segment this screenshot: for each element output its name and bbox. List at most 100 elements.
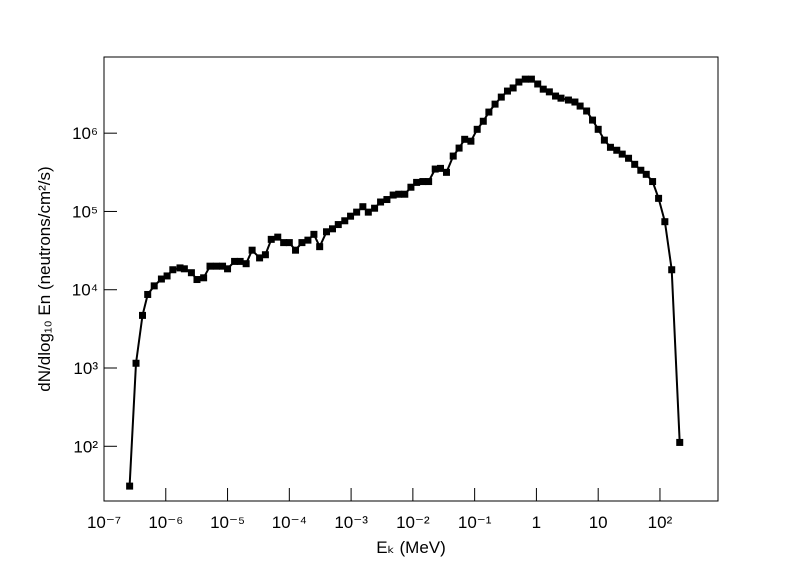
x-tick-label: 10⁻⁷ — [87, 513, 121, 532]
data-point — [625, 154, 633, 162]
data-point — [655, 194, 663, 202]
data-point — [236, 257, 244, 265]
data-point — [328, 225, 336, 233]
x-tick-label: 10⁻² — [396, 513, 430, 532]
data-point — [455, 144, 463, 152]
data-point — [261, 251, 269, 259]
data-point — [310, 230, 318, 238]
data-point — [425, 178, 433, 186]
data-point — [600, 136, 608, 144]
y-tick-label: 10³ — [73, 359, 98, 378]
data-point — [515, 78, 523, 86]
data-point — [661, 218, 669, 226]
data-point — [491, 100, 499, 108]
data-point — [589, 116, 597, 124]
x-tick-label: 10 — [589, 513, 608, 532]
data-point — [613, 146, 621, 154]
data-point — [144, 290, 152, 298]
data-point — [139, 311, 147, 319]
data-point — [545, 88, 553, 96]
data-point — [132, 359, 140, 367]
data-point — [323, 228, 331, 236]
x-axis-label: Eₖ (MeV) — [376, 538, 446, 557]
x-tick-label: 10⁻⁴ — [272, 513, 307, 532]
data-point — [442, 168, 450, 176]
data-point — [461, 135, 469, 143]
data-point — [187, 269, 195, 277]
data-point — [157, 275, 165, 283]
data-point — [631, 160, 639, 168]
plot-frame — [103, 56, 719, 502]
data-point — [280, 239, 288, 247]
data-line — [128, 78, 681, 487]
data-point — [534, 80, 542, 88]
x-tick-label: 10² — [648, 513, 673, 532]
data-point — [389, 191, 397, 199]
data-point — [571, 98, 579, 106]
data-point — [583, 107, 591, 115]
data-point — [407, 183, 415, 191]
data-point — [618, 150, 626, 158]
data-point — [334, 221, 342, 229]
data-point — [473, 125, 481, 133]
plot-area — [126, 75, 684, 490]
data-point — [503, 87, 511, 95]
data-point — [521, 75, 529, 83]
data-point — [576, 102, 584, 110]
data-point — [347, 212, 355, 220]
data-point — [285, 239, 293, 247]
data-point — [212, 262, 220, 270]
data-point — [371, 204, 379, 212]
data-point — [274, 233, 282, 241]
data-point — [594, 125, 602, 133]
y-axis-label: dN/dlog₁₀ En (neutrons/cm²/s) — [35, 166, 54, 391]
data-point — [193, 276, 201, 284]
data-point — [377, 198, 385, 206]
data-point — [316, 243, 324, 251]
data-point — [292, 246, 300, 254]
data-point — [479, 117, 487, 125]
data-point — [341, 217, 349, 225]
data-point — [637, 166, 645, 174]
data-point — [413, 178, 421, 186]
data-point — [267, 235, 275, 243]
y-tick-label: 10⁴ — [72, 281, 98, 300]
data-point — [552, 92, 560, 100]
data-point — [200, 274, 208, 282]
y-tick-label: 10⁶ — [72, 124, 98, 143]
data-point — [449, 152, 457, 160]
data-point — [485, 108, 493, 116]
data-point — [431, 165, 439, 173]
data-point — [539, 85, 547, 93]
data-point — [436, 164, 444, 172]
data-point — [206, 262, 214, 270]
data-point — [557, 94, 565, 102]
data-point — [395, 190, 403, 198]
data-point — [676, 438, 684, 446]
data-point — [401, 190, 409, 198]
data-point — [606, 143, 614, 151]
data-point — [150, 282, 158, 290]
data-point — [176, 264, 184, 272]
data-point — [364, 208, 372, 216]
x-tick-label: 10⁻³ — [334, 513, 368, 532]
data-point — [224, 265, 232, 273]
data-point — [304, 236, 312, 244]
data-point — [509, 84, 517, 92]
data-point — [564, 96, 572, 104]
y-tick-label: 10⁵ — [72, 202, 98, 221]
data-point — [642, 170, 650, 178]
x-tick-label: 10⁻⁶ — [148, 513, 183, 532]
data-point — [256, 254, 264, 262]
data-point — [497, 93, 505, 101]
data-point — [126, 482, 134, 490]
data-point — [668, 266, 676, 274]
data-point — [359, 203, 367, 211]
data-point — [169, 266, 177, 274]
data-point — [231, 257, 239, 265]
data-point — [419, 178, 427, 186]
x-tick-label: 10⁻⁵ — [210, 513, 245, 532]
data-point — [242, 260, 250, 268]
